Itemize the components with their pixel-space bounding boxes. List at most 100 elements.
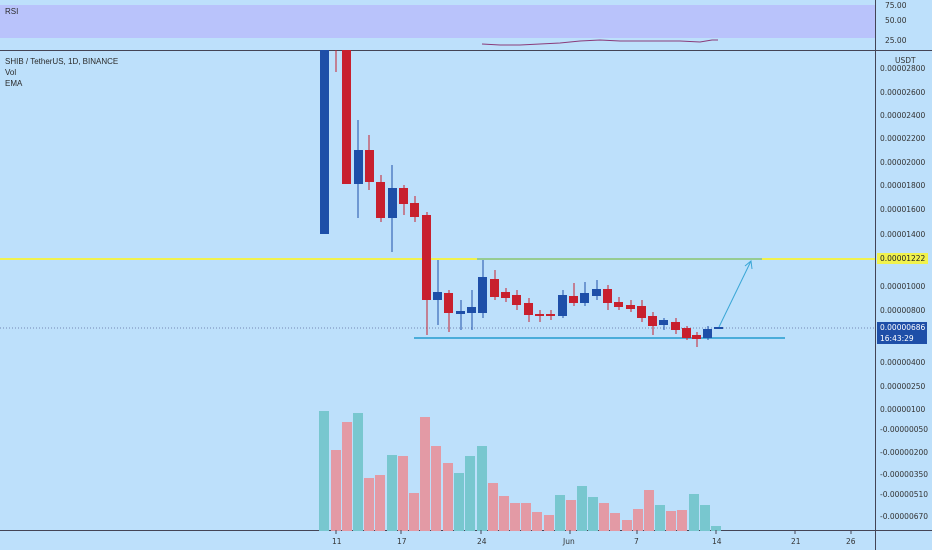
price-label: -0.00000200 — [880, 448, 929, 457]
rsi-line — [481, 39, 718, 46]
volume-bar — [532, 512, 542, 531]
arrow-head-icon — [744, 260, 753, 270]
volume-bar — [375, 475, 385, 531]
date-label: Jun — [563, 537, 575, 546]
candle — [433, 292, 442, 300]
volume-bar — [465, 456, 475, 531]
candle — [659, 320, 668, 325]
candle — [444, 293, 453, 313]
candle — [692, 335, 701, 339]
candle — [714, 327, 723, 329]
rsi-level-75: 75.00 — [885, 1, 907, 10]
candle — [592, 289, 601, 296]
candle — [703, 329, 712, 338]
volume-bar — [555, 495, 565, 531]
current-price-tag[interactable]: 0.00000686 16:43:29 — [877, 322, 927, 344]
volume-bar — [588, 497, 598, 531]
volume-bar — [431, 446, 441, 531]
candle — [558, 295, 567, 316]
candle — [524, 303, 533, 315]
date-label: 7 — [634, 537, 639, 546]
candle — [580, 293, 589, 303]
candle — [671, 322, 680, 330]
volume-bar — [700, 505, 710, 531]
price-label: 0.00002400 — [880, 111, 926, 120]
candle — [512, 295, 521, 305]
indicator-ema[interactable]: EMA — [5, 79, 23, 88]
currency-label[interactable]: USDT — [895, 56, 916, 65]
price-label: 0.00001400 — [880, 230, 926, 239]
candle — [467, 307, 476, 313]
volume-bar — [443, 463, 453, 531]
volume-bar — [353, 413, 363, 531]
pane-separator[interactable] — [0, 50, 932, 51]
volume-bar — [387, 455, 397, 531]
current-price: 0.00000686 — [880, 323, 926, 332]
candle — [546, 314, 555, 316]
date-label: 26 — [846, 537, 856, 546]
rsi-band — [0, 5, 875, 38]
price-label: 0.00000400 — [880, 358, 926, 367]
volume-bar — [488, 483, 498, 531]
volume-bar — [454, 473, 464, 531]
candle — [422, 215, 431, 300]
price-label: 0.00000250 — [880, 382, 926, 391]
price-label: 0.00002800 — [880, 64, 926, 73]
volume-bar — [521, 503, 531, 531]
candle — [490, 279, 499, 297]
volume-bar — [599, 503, 609, 531]
volume-bar — [364, 478, 374, 531]
volume-bar — [499, 496, 509, 531]
date-label: 14 — [712, 537, 722, 546]
price-label: 0.00001600 — [880, 205, 926, 214]
price-label: 0.00000100 — [880, 405, 926, 414]
candle — [478, 277, 487, 313]
candle — [648, 316, 657, 326]
candle — [682, 328, 691, 338]
candle — [399, 188, 408, 204]
volume-bar — [577, 486, 587, 531]
candle — [456, 311, 465, 314]
time-ticks — [335, 530, 852, 534]
price-label: -0.00000050 — [880, 425, 929, 434]
volume-bar — [342, 422, 352, 531]
target-arrow[interactable] — [718, 260, 752, 328]
candle — [376, 182, 385, 218]
symbol-label[interactable]: SHIB / TetherUS, 1D, BINANCE — [5, 57, 119, 66]
volume-bar — [566, 500, 576, 531]
rsi-level-50: 50.00 — [885, 16, 907, 25]
candle — [354, 150, 363, 184]
candle — [614, 302, 623, 307]
price-label: -0.00000350 — [880, 470, 929, 479]
rsi-level-25: 25.00 — [885, 36, 907, 45]
candle — [501, 292, 510, 298]
volume-bar — [622, 520, 632, 531]
candle — [388, 188, 397, 218]
candle — [320, 50, 329, 234]
volume-bar — [477, 446, 487, 531]
candle — [603, 289, 612, 303]
volume-bar — [420, 417, 430, 531]
date-label: 24 — [477, 537, 487, 546]
indicator-vol[interactable]: Vol — [5, 68, 17, 77]
price-label: 0.00002000 — [880, 158, 926, 167]
candle — [342, 50, 351, 184]
bar-countdown: 16:43:29 — [880, 334, 914, 343]
price-label: -0.00000670 — [880, 512, 929, 521]
volume-bars — [319, 411, 721, 531]
price-label: 0.00001000 — [880, 282, 926, 291]
date-label: 21 — [791, 537, 801, 546]
rsi-label[interactable]: RSI — [5, 7, 19, 16]
volume-bar — [319, 411, 329, 531]
price-axis-border — [875, 0, 876, 550]
candle — [535, 314, 544, 316]
volume-bar — [711, 526, 721, 531]
price-label: 0.00002200 — [880, 134, 926, 143]
candle — [410, 203, 419, 217]
volume-bar — [510, 503, 520, 531]
resistance-price-tag[interactable]: 0.00001222 — [877, 253, 929, 264]
price-label: 0.00002600 — [880, 88, 926, 97]
volume-bar — [610, 513, 620, 531]
